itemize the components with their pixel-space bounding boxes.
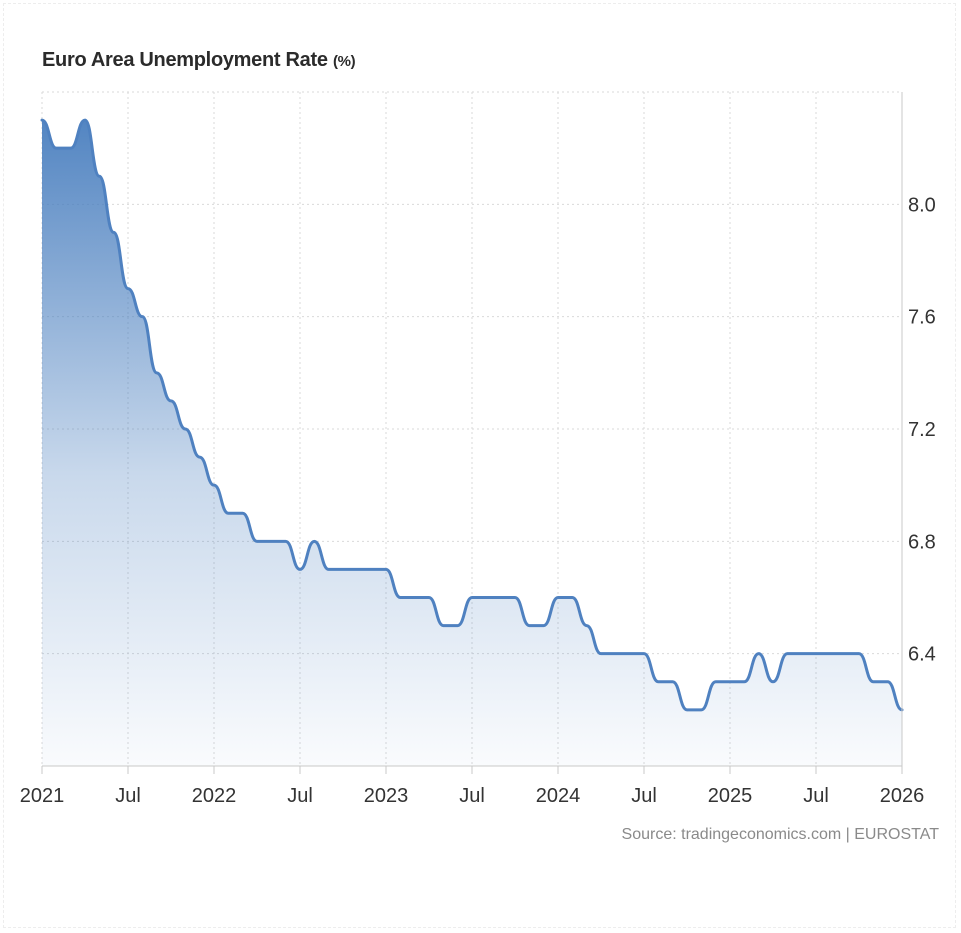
data-point <box>184 428 187 431</box>
data-point <box>227 512 230 515</box>
x-tick-label: 2022 <box>192 785 237 807</box>
data-point <box>270 540 273 543</box>
tick-labels: 6.4 6.8 7.2 7.6 8.0 2021 Jul 2022 Jul 2023 Jul 2024… <box>20 194 936 807</box>
data-point <box>671 680 674 683</box>
data-point <box>342 568 345 571</box>
data-point <box>84 119 87 122</box>
data-point <box>686 708 689 711</box>
data-point <box>743 680 746 683</box>
x-tick-label: 2025 <box>708 785 753 807</box>
x-tick-label: 2021 <box>20 785 65 807</box>
series-area <box>42 120 902 767</box>
data-point <box>41 119 44 122</box>
data-point <box>399 596 402 599</box>
data-point <box>284 540 287 543</box>
data-point <box>170 399 173 402</box>
data-point <box>557 596 560 599</box>
chart-title-unit: (%) <box>332 53 356 70</box>
data-point <box>356 568 359 571</box>
data-point <box>800 652 803 655</box>
series-line <box>40 118 904 712</box>
x-tick-label: Jul <box>803 785 829 807</box>
data-point <box>700 708 703 711</box>
data-point <box>112 231 115 234</box>
chart-frame <box>3 3 956 928</box>
data-point <box>428 596 431 599</box>
data-point <box>514 596 517 599</box>
data-point <box>198 456 201 459</box>
data-point <box>886 680 889 683</box>
data-point <box>69 147 72 150</box>
chart-title-text: Euro Area Unemployment Rate <box>42 49 328 71</box>
y-tick-label: 7.2 <box>908 419 936 441</box>
x-tick-label: Jul <box>459 785 485 807</box>
y-tick-label: 6.4 <box>908 644 936 666</box>
data-point <box>528 624 531 627</box>
data-point <box>471 596 474 599</box>
data-point <box>313 540 316 543</box>
data-point <box>872 680 875 683</box>
x-tick-label: 2026 <box>880 785 925 807</box>
data-point <box>614 652 617 655</box>
x-tick-label: Jul <box>287 785 313 807</box>
x-tick-label: Jul <box>115 785 141 807</box>
data-point <box>571 596 574 599</box>
data-point <box>657 680 660 683</box>
data-point <box>241 512 244 515</box>
axes <box>41 92 903 774</box>
data-point <box>485 596 488 599</box>
data-point <box>141 315 144 318</box>
data-point <box>772 680 775 683</box>
data-point <box>729 680 732 683</box>
data-point <box>843 652 846 655</box>
data-point <box>542 624 545 627</box>
data-point <box>370 568 373 571</box>
y-tick-label: 8.0 <box>908 194 936 216</box>
data-point <box>327 568 330 571</box>
data-point <box>213 484 216 487</box>
y-tick-label: 7.6 <box>908 307 936 329</box>
x-tick-label: 2024 <box>536 785 581 807</box>
data-point <box>858 652 861 655</box>
x-tick-label: 2023 <box>364 785 409 807</box>
data-point <box>628 652 631 655</box>
data-point <box>585 624 588 627</box>
data-point <box>299 568 302 571</box>
data-point <box>600 652 603 655</box>
data-point <box>757 652 760 655</box>
chart-title: Euro Area Unemployment Rate (%) <box>42 49 356 72</box>
y-tick-label: 6.8 <box>908 531 936 553</box>
area-layer <box>40 118 904 767</box>
data-point <box>127 287 130 290</box>
data-point <box>815 652 818 655</box>
data-point <box>385 568 388 571</box>
data-point <box>499 596 502 599</box>
data-point <box>456 624 459 627</box>
data-point <box>829 652 832 655</box>
data-point <box>55 147 58 150</box>
data-point <box>442 624 445 627</box>
data-point <box>413 596 416 599</box>
data-point <box>155 371 158 374</box>
data-point <box>786 652 789 655</box>
data-point <box>256 540 259 543</box>
data-point <box>714 680 717 683</box>
data-point <box>643 652 646 655</box>
x-tick-label: Jul <box>631 785 657 807</box>
source-credit: Source: tradingeconomics.com | EUROSTAT <box>621 826 939 843</box>
data-point <box>98 175 101 178</box>
